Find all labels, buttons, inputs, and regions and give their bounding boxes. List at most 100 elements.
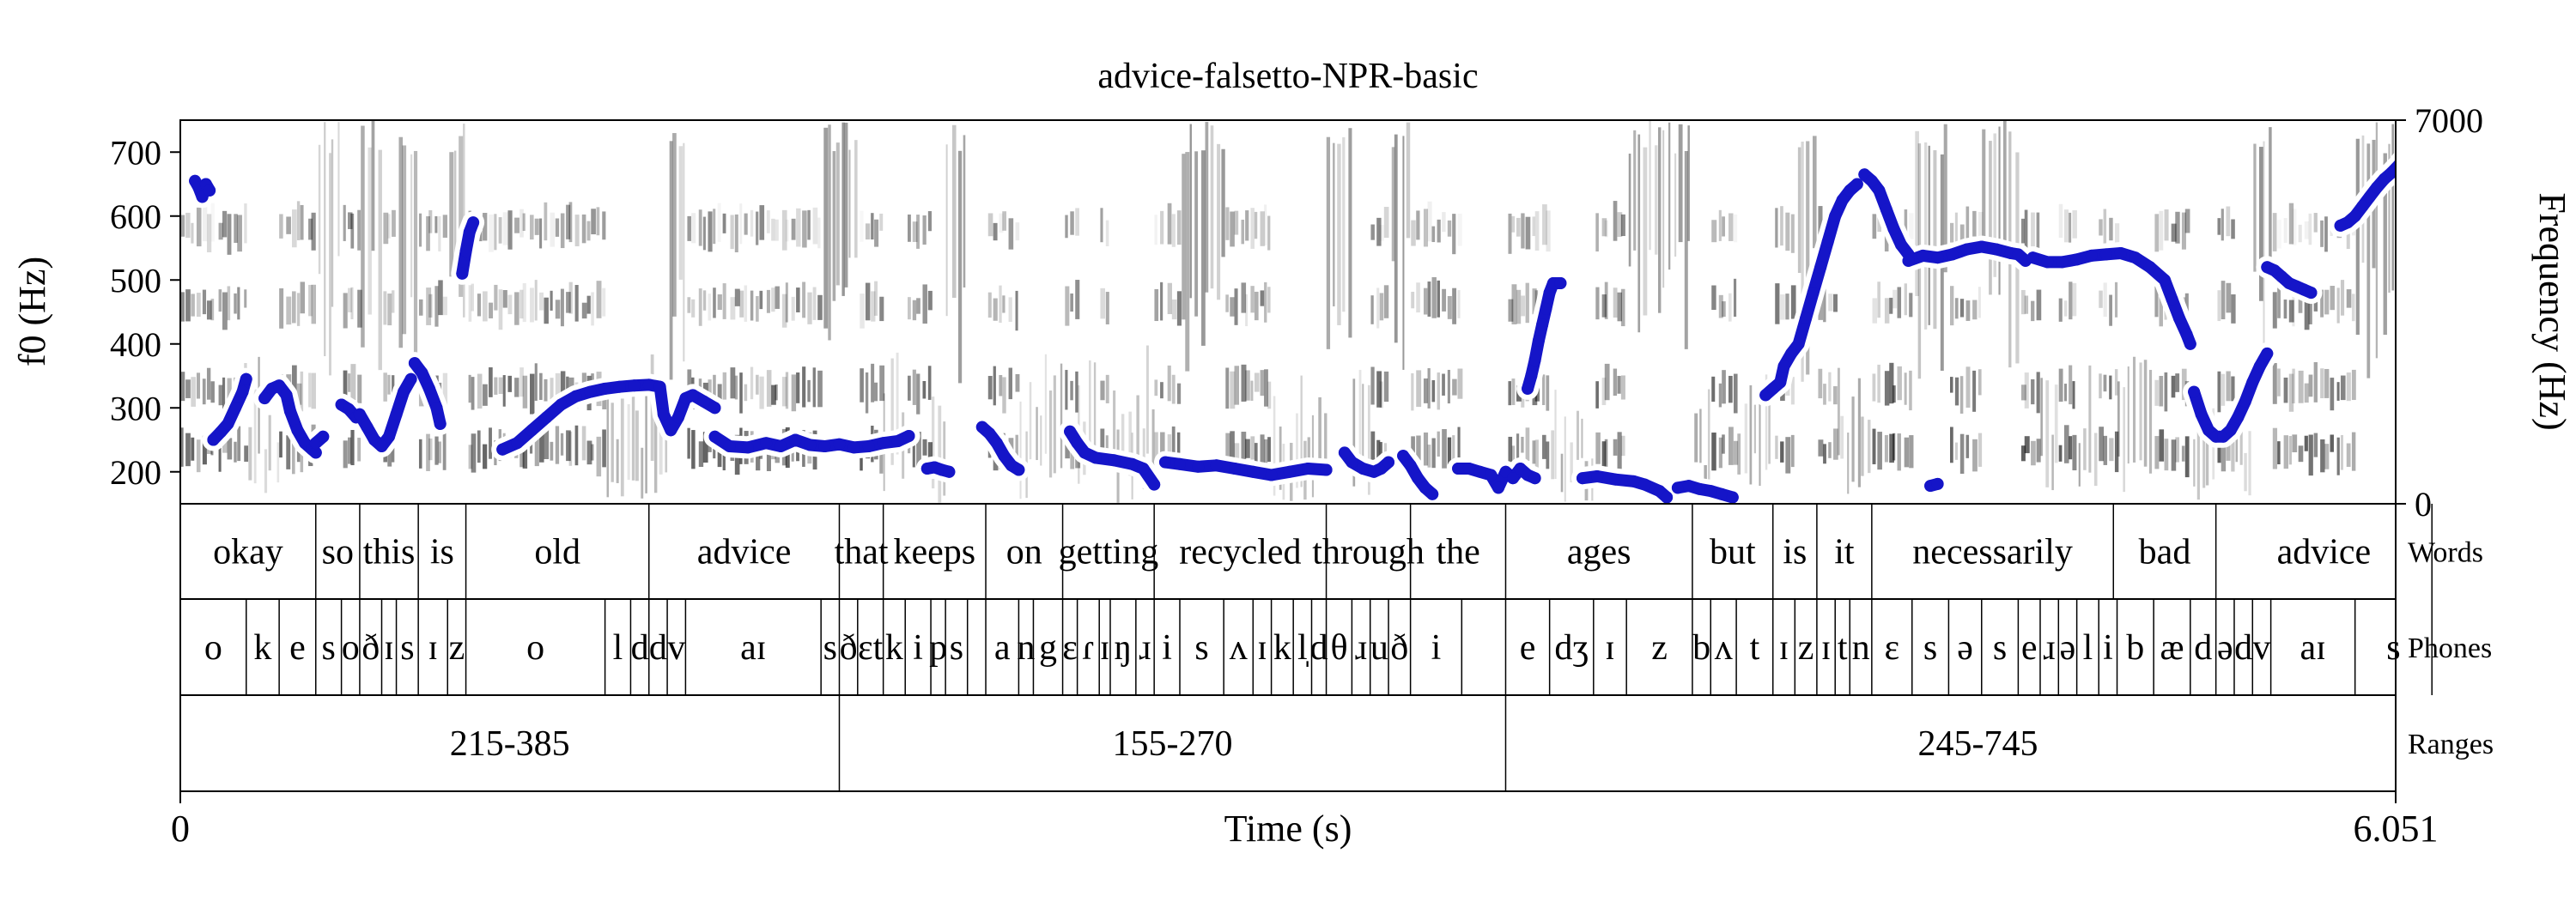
tier-interval-label: o: [342, 628, 360, 668]
spectrogram-band: [879, 296, 884, 322]
spectrogram-band: [1008, 218, 1014, 250]
spectrogram-band: [957, 150, 963, 384]
spectrogram-band: [2422, 152, 2425, 365]
pitch-point: [1540, 302, 1552, 315]
spectrogram-band: [1877, 281, 1880, 318]
spectrogram-band: [1217, 143, 1221, 300]
tier-interval-label: but: [1710, 533, 1756, 572]
spectrogram-band: [2292, 209, 2297, 245]
spectrogram-band: [1075, 371, 1078, 413]
spectrogram-band: [1457, 290, 1461, 318]
spectrogram-band: [1296, 413, 1298, 488]
tier-interval-label: advice: [2277, 533, 2372, 572]
spectrogram-band: [453, 150, 457, 276]
spectrogram-band: [2184, 436, 2190, 478]
spectrogram-band: [750, 209, 754, 237]
spectrogram-band: [708, 294, 712, 321]
spectrogram-band: [402, 145, 407, 335]
spectrogram-band: [471, 283, 475, 312]
spectrogram-band: [2244, 452, 2247, 492]
pitch-point: [1532, 335, 1545, 347]
spectrogram-band: [1508, 381, 1512, 406]
spectrogram-band: [1780, 441, 1784, 463]
spectrogram-band: [771, 218, 775, 241]
spectrogram-band: [785, 282, 788, 323]
spectrogram-band: [418, 439, 422, 469]
spectrogram-band: [185, 289, 191, 322]
spectrogram-band: [1833, 386, 1838, 405]
spectrogram-band: [951, 124, 957, 299]
pitch-point: [1975, 240, 1988, 253]
spectrogram-band: [1264, 439, 1268, 463]
spectrogram-band: [2164, 209, 2169, 241]
spectrogram-band: [1617, 376, 1621, 394]
pitch-point: [569, 390, 582, 403]
spectrogram-band: [999, 213, 1004, 233]
spectrogram-band: [1457, 213, 1462, 246]
spectrogram-band: [1711, 433, 1716, 471]
spectrogram-band: [222, 436, 228, 453]
pitch-point: [2143, 261, 2156, 274]
spectrogram-band: [1657, 127, 1662, 313]
spectrogram-band: [1337, 143, 1341, 325]
tier-interval-label: k: [1273, 628, 1291, 668]
axes: 200 300 400 500 600 700 7000 0 0 6.051: [110, 101, 2483, 850]
spectrogram-band: [1620, 375, 1625, 400]
pitch-point: [1931, 477, 1944, 490]
spectrogram-band: [1267, 287, 1271, 313]
spectrogram-band: [2221, 440, 2227, 472]
spectrogram-band: [502, 212, 508, 245]
spectrogram-band: [1267, 437, 1271, 463]
pitch-point: [1229, 463, 1241, 475]
spectrogram-band: [2114, 431, 2119, 473]
tier-interval-label: a: [994, 628, 1011, 668]
spectrogram-band: [1254, 211, 1258, 239]
tier-interval-label: ɾ: [1082, 628, 1094, 668]
spectrogram-band: [832, 151, 836, 301]
spectrogram-band: [796, 208, 801, 247]
spectrogram-band: [890, 358, 894, 465]
spectrogram-band: [227, 286, 231, 321]
spectrogram-band: [434, 286, 439, 327]
spectrogram-band: [2181, 368, 2187, 401]
spectrogram-band: [1872, 373, 1876, 402]
spectrogram-band: [392, 209, 396, 237]
spectrogram-band: [713, 209, 716, 245]
spectrogram-band: [2324, 289, 2330, 315]
spectrogram-band: [1508, 436, 1513, 473]
spectrogram-band: [1437, 372, 1441, 410]
tier-interval-label: this: [363, 533, 416, 572]
spectrogram-band: [2346, 372, 2351, 402]
spectrogram-band: [596, 436, 602, 477]
pitch-point: [653, 380, 666, 393]
spectrogram-band: [2272, 427, 2278, 469]
y-axis-label-left: f0 (Hz): [11, 257, 53, 366]
spectrogram-band: [1744, 403, 1748, 474]
spectrogram-band: [586, 440, 592, 465]
spectrogram-band: [687, 427, 690, 459]
spectrogram-band: [591, 292, 594, 326]
spectrogram-band: [1015, 290, 1018, 331]
spectrogram-band: [1877, 432, 1882, 470]
spectrogram-band: [218, 222, 223, 240]
spectrogram-band: [550, 212, 556, 247]
spectrogram-band: [2272, 292, 2277, 329]
spectrogram-band: [1167, 434, 1172, 456]
spectrogram-band: [237, 426, 241, 462]
pitch-point: [496, 443, 509, 456]
tier-interval-label: ʌ: [1230, 628, 1248, 668]
spectrogram-band: [1718, 209, 1722, 241]
pitch-point: [697, 395, 710, 408]
spectrogram-band: [1785, 212, 1790, 251]
spectrogram-band: [912, 300, 917, 321]
spectrogram-band: [218, 439, 222, 472]
spectrogram-band: [1749, 384, 1753, 485]
pitch-point: [280, 389, 293, 402]
spectrogram-band: [2351, 369, 2356, 401]
tier-interval-label: k: [253, 628, 271, 668]
spectrogram-band: [1959, 376, 1964, 414]
tier-interval-label: t: [1750, 628, 1760, 668]
spectrogram-band: [1978, 211, 1984, 239]
spectrogram-band: [759, 290, 763, 310]
